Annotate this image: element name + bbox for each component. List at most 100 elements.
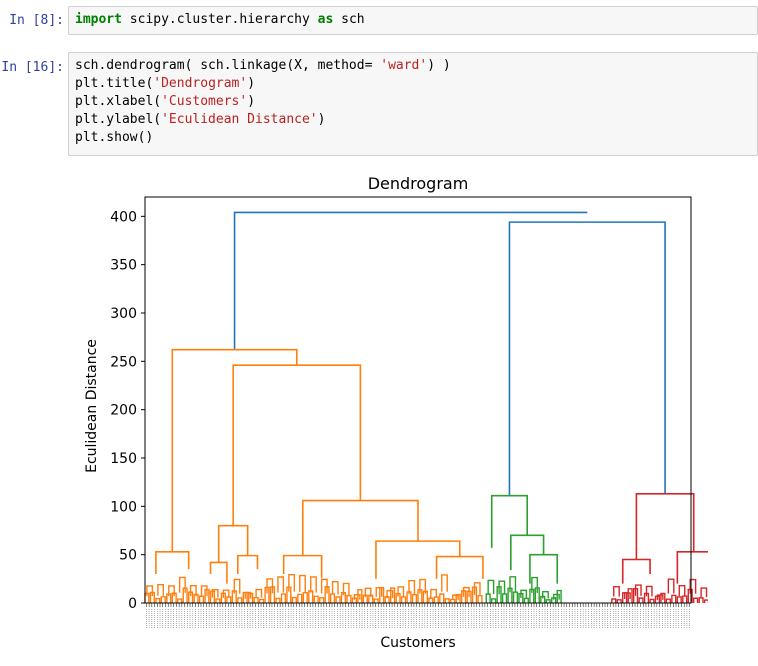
subcluster-link: [667, 578, 675, 594]
subcluster-link: [157, 584, 164, 596]
dendrogram-chart: Dendrogram 0 50 100 150 200 250 300 350 400 Cust…: [84, 174, 721, 651]
leaf-link: [357, 588, 363, 603]
subcluster-link: [277, 576, 285, 593]
subcluster-link: [689, 578, 697, 594]
string-token: 'Dendrogram': [153, 76, 248, 91]
leaf-link: [308, 590, 314, 603]
dendrogram-link: [375, 540, 461, 579]
subcluster-link: [419, 578, 427, 594]
leaf-link: [160, 596, 166, 603]
subcluster-link: [656, 594, 664, 600]
leaf-link: [428, 597, 434, 603]
subcluster-link: [342, 582, 350, 596]
leaf-link: [291, 596, 297, 603]
leaf-link: [660, 592, 666, 603]
subcluster-link: [375, 586, 383, 597]
leaf-link: [545, 599, 551, 603]
code-token: ): [247, 76, 256, 91]
subcluster-link: [233, 578, 241, 594]
leaf-link: [400, 596, 407, 603]
code-input[interactable]: sch.dendrogram( sch.linkage(X, method= '…: [68, 52, 758, 156]
y-axis-label: Eculidean Distance: [84, 339, 100, 473]
leaf-link: [313, 595, 319, 603]
subcluster-link: [189, 584, 197, 597]
subcluster-link: [266, 578, 274, 594]
plot-frame: [144, 196, 692, 604]
leaf-link: [491, 598, 497, 603]
string-token: 'ward': [380, 58, 428, 73]
code-token: scipy.cluster.hierarchy: [121, 12, 318, 27]
subcluster-link: [613, 585, 620, 597]
dendrogram-link: [171, 348, 298, 552]
subcluster-link: [397, 586, 405, 597]
leaf-link: [485, 593, 491, 603]
leaf-link: [198, 595, 205, 603]
dendrogram-link: [217, 524, 249, 563]
dendrogram-link: [621, 558, 651, 584]
subcluster-link: [146, 585, 154, 597]
leaf-link: [703, 599, 710, 603]
dendrogram-link: [209, 561, 228, 584]
leaf-link: [638, 597, 644, 603]
leaf-link: [501, 593, 508, 603]
dendrogram-link: [635, 492, 695, 560]
code-line: import scipy.cluster.hierarchy as sch: [75, 11, 751, 29]
dendrogram-link: [435, 555, 484, 579]
leaf-link: [477, 595, 483, 603]
subcluster-link: [320, 578, 328, 594]
string-token: 'Customers': [161, 94, 248, 109]
leaf-link: [411, 593, 418, 603]
subcluster-link: [462, 586, 470, 597]
leaf-link: [616, 599, 622, 603]
code-token: plt.xlabel(: [75, 94, 162, 109]
dendrogram-link: [510, 534, 545, 571]
y-tick-label: 400: [110, 209, 137, 225]
leaf-link: [335, 596, 341, 603]
y-tick-label: 250: [110, 354, 137, 370]
subcluster-link: [509, 576, 517, 593]
chart-title: Dendrogram: [368, 174, 469, 193]
leaf-link: [390, 587, 396, 603]
leaf-link: [665, 598, 671, 603]
y-tick-label: 300: [110, 306, 137, 322]
leaf-link: [280, 593, 287, 603]
dendrogram-link: [529, 553, 559, 584]
keyword-token: as: [317, 12, 334, 27]
y-tick-label: 150: [110, 451, 137, 467]
leaf-link: [177, 598, 183, 603]
code-token: ) ): [427, 58, 451, 73]
subcluster-link: [531, 576, 539, 593]
subcluster-link: [542, 590, 549, 599]
dendrogram-link: [301, 499, 419, 556]
leaf-link: [373, 598, 379, 603]
subcluster-link: [498, 580, 506, 595]
dendrogram-link: [233, 211, 588, 350]
subcluster-link: [386, 589, 394, 599]
leaf-link: [302, 591, 308, 603]
dendrogram-link: [155, 550, 190, 574]
dendrogram-link: [508, 221, 666, 496]
subcluster-link: [178, 576, 186, 593]
code-token: ): [247, 94, 256, 109]
subcluster-link: [255, 588, 263, 598]
y-tick-label: 50: [119, 548, 137, 564]
subcluster-link: [408, 579, 416, 595]
code-token: plt.show(): [75, 130, 154, 145]
leaf-link: [523, 597, 529, 603]
leaf-link: [693, 597, 699, 603]
leaf-link: [556, 589, 562, 603]
leaf-link: [439, 593, 445, 603]
code-token: sch: [333, 12, 365, 27]
code-line: plt.title('Dendrogram'): [75, 75, 751, 93]
keyword-token: import: [75, 12, 122, 27]
leaf-link: [627, 588, 633, 603]
leaf-link: [155, 597, 161, 603]
subcluster-link: [430, 588, 437, 598]
subcluster-link: [634, 584, 642, 596]
leaf-link: [275, 597, 281, 603]
subcluster-link: [222, 589, 230, 598]
subcluster-link: [623, 592, 631, 599]
code-input[interactable]: import scipy.cluster.hierarchy as sch: [68, 6, 758, 35]
code-token: plt.ylabel(: [75, 112, 162, 127]
code-token: plt.title(: [75, 76, 154, 91]
